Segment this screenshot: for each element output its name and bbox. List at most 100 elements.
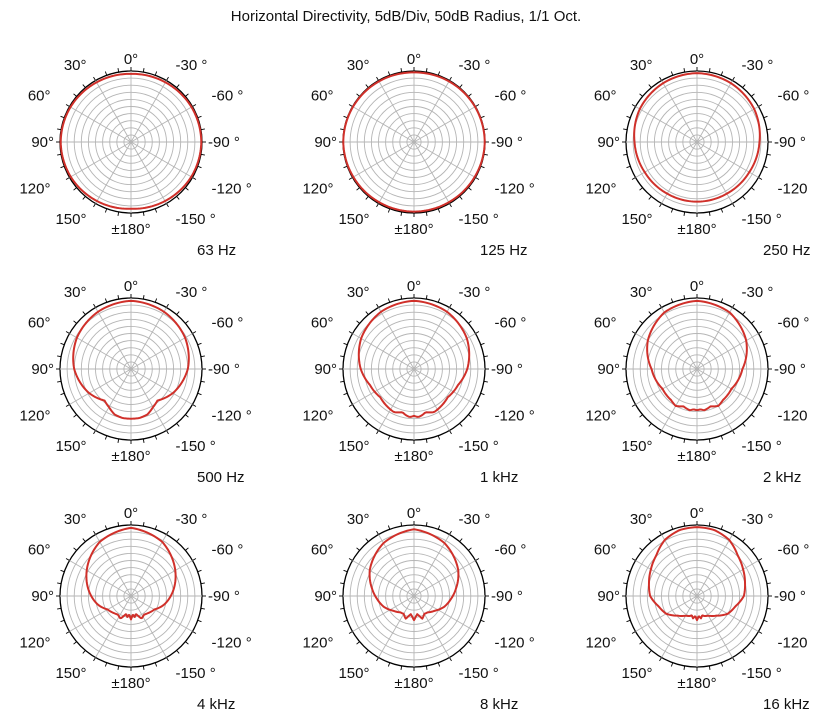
grid-spoke (130, 307, 167, 370)
grid-spoke (130, 534, 167, 597)
angle-tick (425, 438, 428, 443)
angle-label: -120 ° (495, 408, 535, 425)
angle-tick (340, 380, 345, 383)
grid-spoke (696, 368, 733, 431)
grid-spoke (95, 368, 132, 431)
angle-tick (480, 342, 485, 346)
angle-tick (468, 641, 472, 645)
angle-tick (166, 430, 169, 435)
angle-tick (73, 187, 77, 191)
grid-spoke (130, 106, 193, 143)
angle-tick (742, 311, 746, 315)
angle-label: 120° (19, 408, 50, 425)
grid-spoke (696, 333, 759, 370)
angle-tick (425, 295, 428, 300)
grid-spoke (661, 595, 698, 658)
grid-spoke (696, 141, 759, 178)
angle-tick (425, 665, 428, 670)
angle-tick (93, 203, 96, 208)
angle-tick (626, 165, 631, 169)
angle-tick (758, 104, 763, 107)
angle-tick (732, 303, 735, 308)
angle-tick (104, 525, 108, 530)
angle-label: -90 ° (774, 588, 806, 605)
angle-tick (626, 619, 631, 623)
angle-tick (623, 153, 628, 156)
angle-label: 60° (594, 315, 617, 332)
angle-tick (176, 84, 180, 88)
angle-tick (104, 435, 108, 440)
angle-tick (343, 115, 348, 119)
angle-label: 150° (338, 438, 369, 455)
angle-tick (480, 165, 485, 169)
angle-tick (468, 93, 472, 97)
frequency-label: 125 Hz (480, 242, 528, 259)
angle-tick (639, 414, 643, 418)
angle-tick (200, 153, 205, 156)
angle-tick (387, 298, 391, 303)
angle-label: -150 ° (742, 211, 782, 228)
angle-label: -120 ° (212, 408, 252, 425)
angle-label: -60 ° (778, 542, 810, 559)
angle-tick (742, 650, 746, 654)
grid-spoke (696, 534, 733, 597)
directivity-curve (342, 71, 486, 213)
angle-tick (449, 430, 452, 435)
angle-tick (57, 582, 62, 585)
grid-spoke (635, 141, 698, 178)
angle-tick (437, 525, 441, 530)
angle-tick (93, 657, 96, 662)
angle-tick (200, 582, 205, 585)
angle-tick (387, 71, 391, 76)
angle-label: -60 ° (212, 88, 244, 105)
angle-tick (480, 619, 485, 623)
directivity-curve (357, 299, 471, 418)
angle-tick (356, 547, 360, 551)
angle-tick (631, 331, 636, 334)
angle-tick (93, 530, 96, 535)
angle-tick (732, 203, 735, 208)
angle-tick (437, 298, 441, 303)
angle-tick (387, 662, 391, 667)
angle-tick (57, 607, 62, 610)
angle-tick (117, 68, 120, 73)
angle-label: 0° (690, 278, 704, 295)
angle-tick (742, 423, 746, 427)
angle-tick (197, 165, 202, 169)
angle-tick (758, 331, 763, 334)
grid-spoke (378, 534, 415, 597)
grid-spoke (130, 80, 167, 143)
angle-label: -90 ° (774, 134, 806, 151)
angle-tick (65, 631, 70, 634)
directivity-curve (647, 526, 747, 622)
grid-spoke (413, 595, 476, 632)
grid-spoke (413, 141, 450, 204)
angle-tick (400, 68, 403, 73)
angle-tick (425, 68, 428, 73)
angle-tick (192, 104, 197, 107)
angle-tick (449, 530, 452, 535)
angle-tick (475, 104, 480, 107)
angle-tick (766, 355, 771, 358)
angle-label: 90° (31, 134, 54, 151)
chart-title: Horizontal Directivity, 5dB/Div, 50dB Ra… (230, 8, 582, 25)
grid-spoke (378, 80, 415, 143)
angle-label: 150° (55, 211, 86, 228)
angle-label: 30° (64, 284, 87, 301)
angle-label: -90 ° (491, 588, 523, 605)
angle-tick (343, 619, 348, 623)
angle-tick (683, 295, 686, 300)
angle-tick (400, 438, 403, 443)
angle-label: 60° (28, 315, 51, 332)
angle-tick (387, 525, 391, 530)
angle-label: 60° (28, 88, 51, 105)
angle-tick (763, 569, 768, 573)
angle-tick (356, 93, 360, 97)
angle-tick (631, 631, 636, 634)
grid-spoke (413, 80, 450, 143)
angle-label: 150° (621, 211, 652, 228)
angle-tick (400, 522, 403, 527)
angle-tick (732, 657, 735, 662)
angle-tick (200, 128, 205, 131)
angle-tick (766, 380, 771, 383)
